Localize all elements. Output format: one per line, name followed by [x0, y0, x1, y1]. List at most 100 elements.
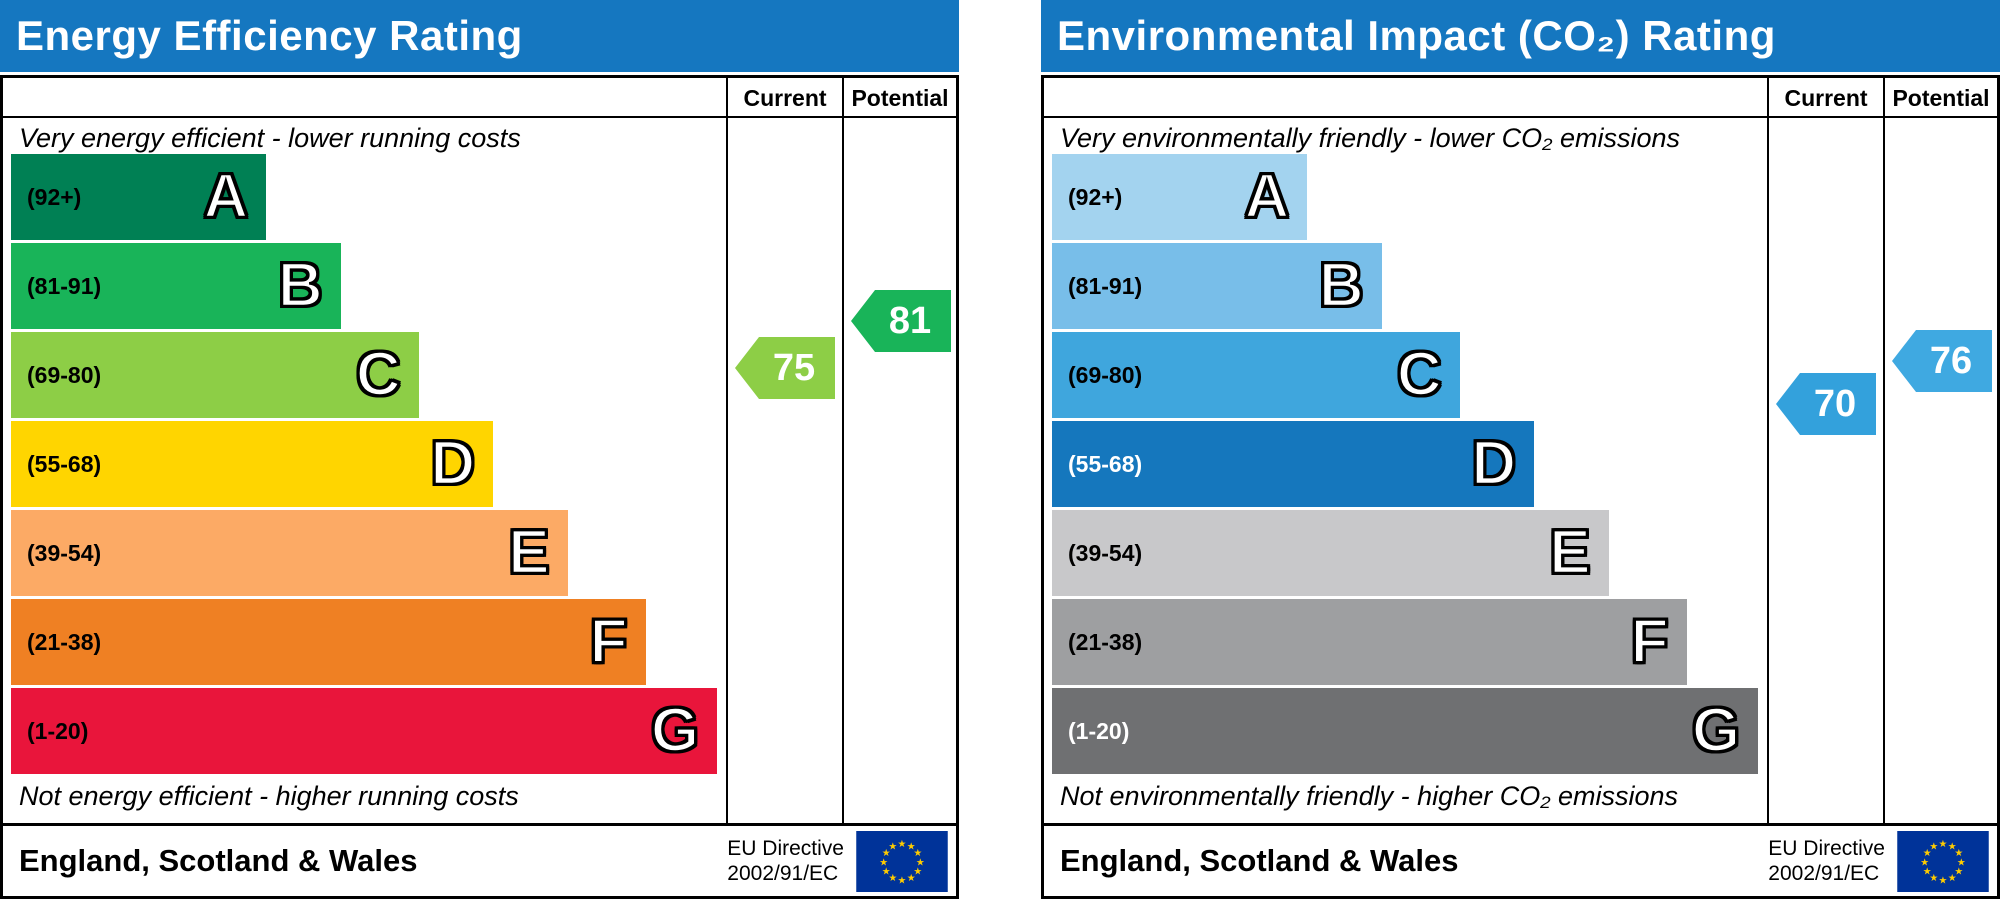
band-d: (55-68) D: [1052, 421, 1535, 507]
column-header-row: [1044, 78, 1997, 118]
band-a: (92+) A: [1052, 154, 1308, 240]
eu-flag-star: ★: [1929, 873, 1938, 884]
bands: (92+) A (81-91) B (69-80) C (55-68) D (39-54) E (2…: [11, 154, 720, 777]
eu-directive-line1: EU Directive: [727, 836, 844, 860]
band-g: (1-20) G: [11, 688, 718, 774]
bands: (92+) A (81-91) B (69-80) C (55-68) D (39-54) E (2…: [1052, 154, 1761, 777]
band-range-label: (81-91): [27, 272, 102, 299]
eu-flag-star: ★: [1948, 841, 1957, 852]
band-letter: F: [588, 607, 628, 676]
band-range-label: (39-54): [27, 539, 102, 566]
eu-directive-label: EU Directive 2002/91/EC: [1768, 836, 1885, 886]
potential-column-header: Potential: [851, 84, 949, 111]
eu-flag-star: ★: [1939, 839, 1948, 850]
potential-rating-arrow: 81: [851, 290, 951, 352]
region-label: England, Scotland & Wales: [1060, 843, 1459, 878]
band-letter: G: [1691, 696, 1742, 765]
chart-footer: England, Scotland & Wales EU Directive 2…: [0, 826, 959, 899]
eu-directive-line2: 2002/91/EC: [727, 862, 839, 885]
eu-flag-star: ★: [1920, 857, 1929, 868]
band-letter: C: [1396, 340, 1443, 409]
band-d: (55-68) D: [11, 421, 494, 507]
environmental-impact-chart: Environmental Impact (CO₂) Rating Curren…: [1041, 0, 2000, 899]
eu-flag-star: ★: [907, 841, 916, 852]
band-range-label: (21-38): [1068, 628, 1143, 655]
eu-directive-line2: 2002/91/EC: [1768, 862, 1880, 885]
band-range-label: (21-38): [27, 628, 102, 655]
top-caption: Very energy efficient - lower running co…: [19, 123, 521, 153]
eu-directive-label: EU Directive 2002/91/EC: [727, 836, 844, 886]
band-a: (92+) A: [11, 154, 267, 240]
band-g: (1-20) G: [1052, 688, 1759, 774]
current-rating-arrow: 70: [1776, 373, 1876, 435]
band-letter: C: [355, 340, 402, 409]
eu-directive-line1: EU Directive: [1768, 836, 1885, 860]
band-f: (21-38) F: [1052, 599, 1687, 685]
band-letter: E: [1548, 518, 1592, 587]
band-b: (81-91) B: [1052, 243, 1382, 329]
band-letter: D: [429, 429, 476, 498]
energy-chart-title: Energy Efficiency Rating: [16, 12, 523, 59]
top-caption: Very environmentally friendly - lower CO…: [1060, 123, 1680, 153]
band-e: (39-54) E: [1052, 510, 1609, 596]
potential-rating-arrow: 76: [1892, 330, 1992, 392]
eu-flag-star: ★: [1957, 857, 1966, 868]
band-range-label: (92+): [27, 183, 82, 210]
eu-flag-star: ★: [882, 866, 891, 877]
region-label: England, Scotland & Wales: [19, 843, 418, 878]
eu-flag-star: ★: [898, 839, 907, 850]
energy-efficiency-chart: Energy Efficiency Rating Current Potenti…: [0, 0, 959, 899]
eu-flag-star: ★: [1923, 848, 1932, 859]
band-range-label: (69-80): [1068, 361, 1143, 388]
current-column-header: Current: [1784, 84, 1868, 111]
energy-rating-table: Current Potential Very energy efficient …: [0, 75, 959, 826]
eu-flag-star: ★: [1923, 866, 1932, 877]
band-b: (81-91) B: [11, 243, 341, 329]
eu-flag-star: ★: [888, 873, 897, 884]
bottom-caption: Not energy efficient - higher running co…: [19, 781, 519, 811]
band-letter: D: [1470, 429, 1517, 498]
band-letter: B: [277, 251, 324, 320]
current-column-divider: [726, 78, 728, 823]
potential-column-divider: [842, 78, 844, 823]
eu-flag-star: ★: [913, 848, 922, 859]
column-header-row: [3, 78, 956, 118]
band-range-label: (39-54): [1068, 539, 1143, 566]
band-range-label: (1-20): [27, 717, 89, 744]
eu-flag-star: ★: [879, 857, 888, 868]
eu-flag-star: ★: [913, 866, 922, 877]
band-letter: F: [1629, 607, 1669, 676]
eu-flag-star: ★: [898, 875, 907, 886]
band-range-label: (55-68): [27, 450, 102, 477]
chart-footer: England, Scotland & Wales EU Directive 2…: [1041, 826, 2000, 899]
band-f: (21-38) F: [11, 599, 646, 685]
current-column-divider: [1767, 78, 1769, 823]
eu-flag-star: ★: [1939, 875, 1948, 886]
band-range-label: (81-91): [1068, 272, 1143, 299]
potential-column-divider: [1883, 78, 1885, 823]
band-letter: A: [202, 162, 249, 231]
current-rating-arrow: 75: [735, 337, 835, 399]
band-range-label: (1-20): [1068, 717, 1130, 744]
band-c: (69-80) C: [11, 332, 419, 418]
potential-column-header: Potential: [1892, 84, 1990, 111]
band-letter: B: [1318, 251, 1365, 320]
band-e: (39-54) E: [11, 510, 568, 596]
eu-flag-icon: ★ ★★★★★★★★★★★: [856, 830, 948, 892]
environmental-rating-table: Current Potential Very environmentally f…: [1041, 75, 2000, 826]
energy-chart-title-bar: Energy Efficiency Rating: [0, 0, 959, 72]
eu-flag-star: ★: [1954, 848, 1963, 859]
band-range-label: (55-68): [1068, 450, 1143, 477]
band-range-label: (92+): [1068, 183, 1123, 210]
eu-flag-star: ★: [888, 841, 897, 852]
band-c: (69-80) C: [1052, 332, 1460, 418]
eu-flag-star: ★: [907, 873, 916, 884]
band-letter: G: [650, 696, 701, 765]
eu-flag-star: ★: [916, 857, 925, 868]
eu-flag-star: ★: [882, 848, 891, 859]
bottom-caption: Not environmentally friendly - higher CO…: [1060, 781, 1679, 811]
environmental-chart-title-bar: Environmental Impact (CO₂) Rating: [1041, 0, 2000, 72]
environmental-chart-title: Environmental Impact (CO₂) Rating: [1057, 12, 1776, 59]
eu-flag-star: ★: [1954, 866, 1963, 877]
